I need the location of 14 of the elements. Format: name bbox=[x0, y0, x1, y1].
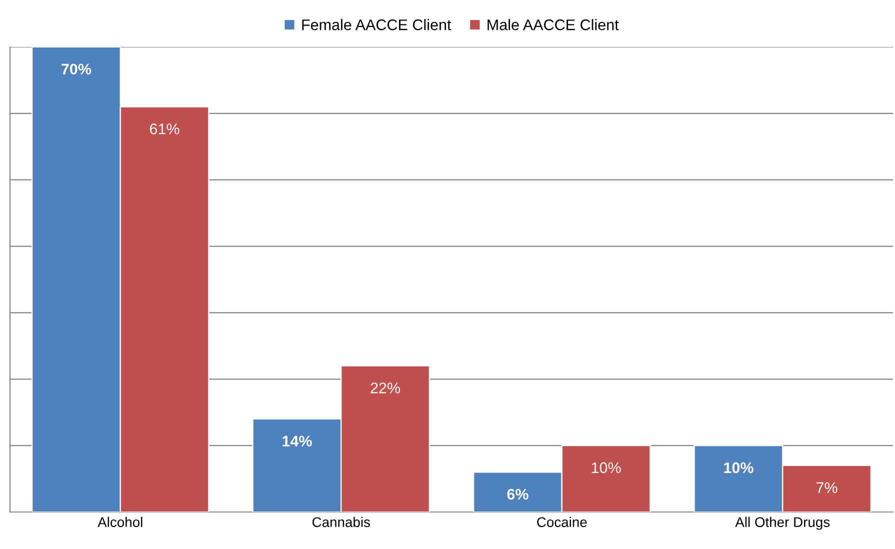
x-tick-label: Cannabis bbox=[312, 516, 370, 528]
data-label: 6% bbox=[507, 488, 528, 500]
x-tick-label: All Other Drugs bbox=[735, 516, 830, 530]
legend-label: Female AACCE Client bbox=[302, 19, 452, 30]
data-label: 14% bbox=[282, 436, 312, 447]
x-tick-label: Cocaine bbox=[537, 516, 587, 528]
data-label: 10% bbox=[592, 462, 621, 474]
data-label: 10% bbox=[724, 462, 754, 474]
data-label: 22% bbox=[370, 382, 400, 394]
data-label: 7% bbox=[816, 482, 838, 493]
legend-label: Male AACCE Client bbox=[488, 19, 619, 30]
data-label: 61% bbox=[150, 124, 180, 134]
data-label: 70% bbox=[62, 64, 92, 75]
x-tick-label: Alcohol bbox=[98, 516, 142, 528]
